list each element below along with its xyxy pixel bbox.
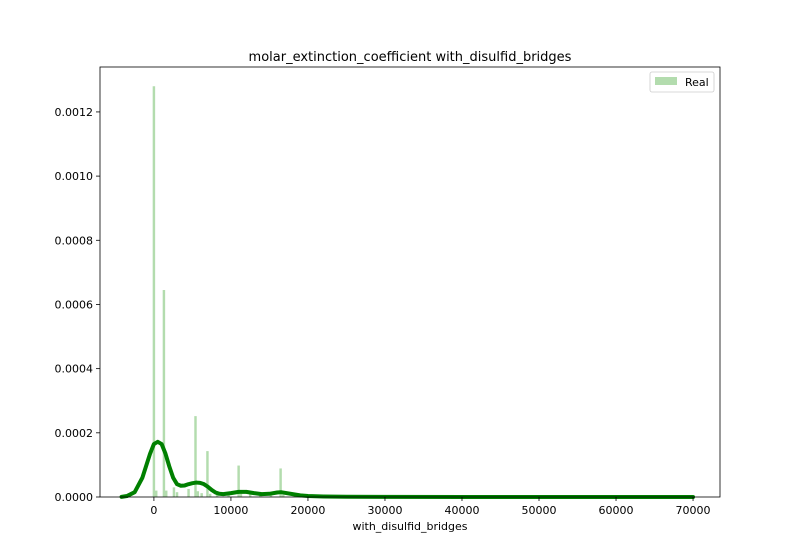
histogram-bar [152, 86, 156, 497]
y-tick-label: 0.0010 [55, 170, 94, 183]
legend: Real [649, 71, 715, 93]
histogram-bar [194, 416, 197, 497]
histogram-bar [196, 491, 200, 497]
x-tick-label: 0 [150, 504, 157, 517]
x-tick-label: 60000 [599, 504, 634, 517]
histogram-bar [248, 492, 252, 497]
histogram-bar [279, 468, 282, 497]
x-axis: 0 10000 20000 30000 40000 50000 60000 70000 [150, 497, 711, 517]
histogram-bar [227, 495, 230, 497]
histogram-bar [162, 290, 166, 497]
kde-curve-layer [119, 439, 696, 499]
x-tick-label: 70000 [676, 504, 711, 517]
y-axis: 0.0000 0.0002 0.0004 0.0006 0.0008 0.0010 0.00… [55, 106, 100, 504]
chart-title: molar_extinction_coefficient with_disulf… [249, 50, 572, 65]
legend-swatch-real [655, 77, 677, 85]
x-tick-label: 50000 [522, 504, 557, 517]
histogram-bar [175, 492, 179, 497]
plot-frame [99, 66, 721, 498]
y-tick-label: 0.0012 [55, 106, 94, 119]
histogram-bar [215, 494, 219, 497]
histogram-bar [237, 465, 240, 497]
histogram-bar [154, 490, 158, 497]
histogram-bar [165, 490, 168, 497]
legend-label-real: Real [685, 76, 709, 89]
histogram-bar [269, 495, 273, 497]
histogram-bars [152, 86, 285, 497]
histogram-bar [200, 493, 203, 497]
histogram-bar [258, 495, 262, 497]
x-axis-label: with_disulfid_bridges [352, 520, 467, 533]
histogram-bar [239, 493, 243, 497]
histogram-bar [208, 493, 212, 497]
histogram-bar [282, 494, 285, 497]
x-tick-label: 40000 [444, 504, 479, 517]
x-tick-label: 10000 [213, 504, 248, 517]
y-tick-label: 0.0002 [55, 427, 94, 440]
y-tick-label: 0.0000 [55, 491, 94, 504]
y-tick-label: 0.0004 [55, 363, 94, 376]
x-tick-label: 30000 [367, 504, 402, 517]
x-tick-label: 20000 [290, 504, 325, 517]
y-tick-label: 0.0006 [55, 298, 94, 311]
histogram-bar [206, 451, 209, 497]
y-tick-label: 0.0008 [55, 234, 94, 247]
histogram-bar [187, 488, 190, 497]
kde-curve [119, 439, 696, 499]
histogram-bar [172, 487, 176, 497]
